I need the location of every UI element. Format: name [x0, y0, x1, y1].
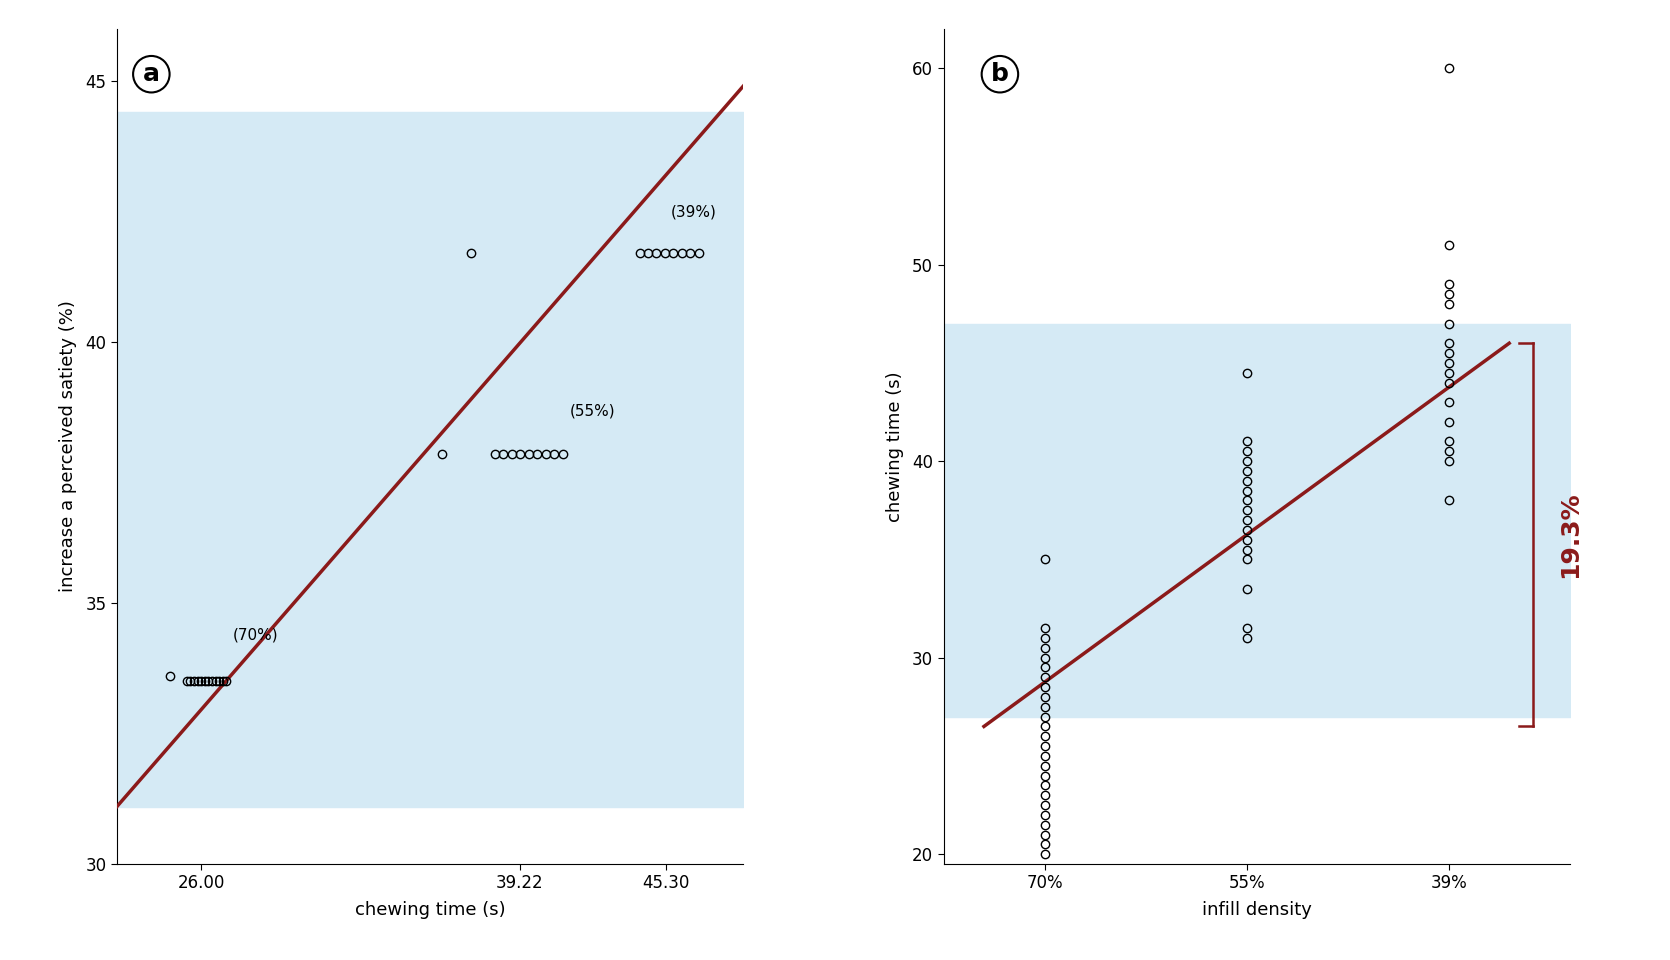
Text: a: a — [144, 62, 160, 86]
Text: (70%): (70%) — [232, 628, 279, 642]
Text: 19.3%: 19.3% — [1558, 492, 1581, 578]
Text: b: b — [990, 62, 1009, 86]
Y-axis label: increase a perceived satiety (%): increase a perceived satiety (%) — [58, 300, 77, 592]
Text: (39%): (39%) — [671, 204, 716, 220]
X-axis label: chewing time (s): chewing time (s) — [354, 900, 506, 919]
X-axis label: infill density: infill density — [1202, 900, 1311, 919]
Text: (55%): (55%) — [569, 403, 615, 418]
Y-axis label: chewing time (s): chewing time (s) — [885, 372, 903, 521]
